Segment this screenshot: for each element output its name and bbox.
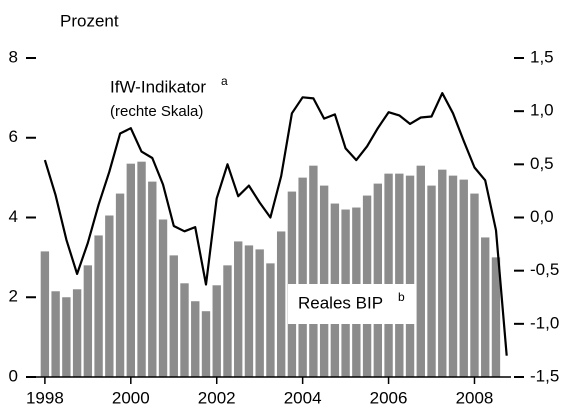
bar [459, 179, 468, 377]
bar [180, 283, 189, 377]
x-tick-label: 1998 [26, 388, 64, 407]
y2-tick-label: 0,0 [530, 207, 554, 226]
annotation-sup: a [221, 74, 228, 88]
bar [234, 241, 243, 377]
x-tick-label: 2008 [456, 388, 494, 407]
bar [62, 297, 71, 377]
bar [137, 161, 146, 377]
bar [51, 291, 60, 377]
y-tick-label: 0 [9, 366, 18, 385]
bar [491, 257, 501, 377]
bar [438, 169, 447, 377]
y-tick-label: 2 [9, 287, 18, 306]
line [43, 92, 508, 356]
bar [481, 237, 490, 377]
bar [223, 265, 232, 377]
bar [72, 289, 82, 377]
y-axis-label: Prozent [60, 11, 119, 30]
bar [395, 173, 404, 377]
y-tick-label: 4 [9, 207, 18, 226]
annotation: Reales BIP [298, 293, 383, 312]
y2-tick-label: -1,5 [530, 366, 559, 385]
bar [148, 181, 157, 377]
y2-tick-label: 0,5 [530, 154, 554, 173]
bar [212, 285, 221, 377]
bar [244, 245, 254, 377]
y2-tick-label: 1,0 [530, 101, 554, 120]
x-tick-label: 2000 [112, 388, 150, 407]
y-tick-label: 6 [9, 127, 18, 146]
bar [416, 165, 425, 377]
bar [83, 265, 93, 377]
bar [470, 193, 479, 377]
x-tick-label: 2004 [284, 388, 322, 407]
annotation: (rechte Skala) [110, 103, 203, 120]
bar [448, 175, 458, 377]
bar [427, 185, 436, 377]
annotation: IfW-Indikator [110, 77, 206, 96]
bar [255, 249, 264, 377]
bar [94, 235, 103, 377]
bar [191, 301, 200, 377]
x-tick-label: 2006 [370, 388, 408, 407]
x-tick-label: 2002 [198, 388, 236, 407]
bar [115, 193, 125, 377]
bar [105, 215, 114, 377]
bar [126, 163, 135, 377]
bar [276, 231, 286, 377]
bar [201, 311, 211, 377]
bar [309, 165, 318, 377]
y2-tick-label: -1,0 [530, 313, 559, 332]
bar [266, 263, 275, 377]
bar [405, 175, 415, 377]
annotation-sup: b [398, 290, 405, 304]
bar [373, 183, 383, 377]
bar [40, 251, 50, 377]
bar [169, 255, 178, 377]
bar [319, 185, 329, 377]
bar [298, 177, 307, 377]
y2-tick-label: 1,5 [530, 47, 554, 66]
bar [158, 219, 168, 377]
y2-tick-label: -0,5 [530, 260, 559, 279]
y-tick-label: 8 [9, 47, 18, 66]
bar [384, 173, 393, 377]
label-box [288, 284, 416, 324]
